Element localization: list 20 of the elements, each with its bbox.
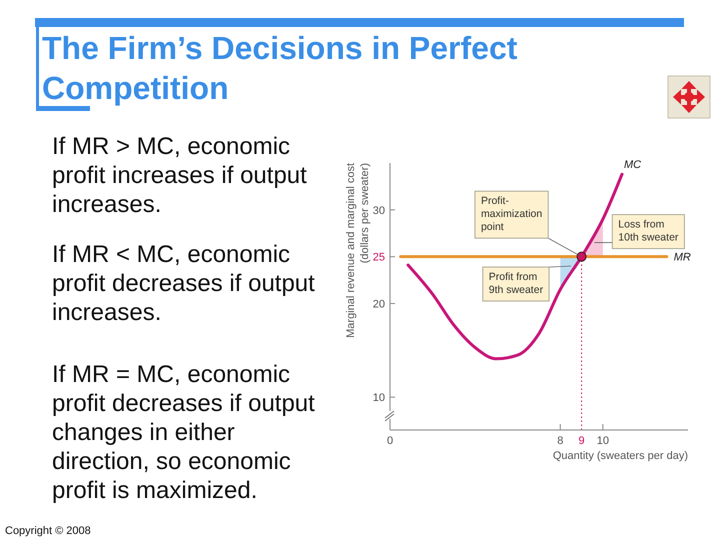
y-tick-label: 25: [372, 252, 385, 264]
x-tick-label: 0: [386, 435, 394, 447]
y-axis-title: Marginal revenue and marginal cost (dollars per sweater): [345, 163, 371, 338]
text: Copyright © 2008: [5, 525, 91, 537]
text: If MR < MC, economic profit decreases if output increases.: [52, 241, 316, 326]
x-tick-label: 8: [557, 435, 564, 447]
series-label: MC: [624, 159, 642, 172]
x-tick-label: 10: [596, 435, 609, 447]
y-tick-label: 30: [372, 204, 385, 217]
annotation: Loss from 10th sweater: [618, 218, 679, 244]
y-tick-label: 20: [372, 298, 385, 311]
x-axis-title: Quantity (sweaters per day): [552, 450, 688, 462]
annotation: Profit- maximization point: [480, 195, 542, 234]
series-label: MR: [674, 252, 691, 264]
y-tick-label: 10: [372, 392, 385, 404]
chart-title: The Firm’s Decisions in Perfect Competition: [42, 30, 518, 106]
annotation: Profit from 9th sweater: [488, 271, 544, 296]
text: If MR = MC, economic profit decreases if output changes in either direction, so economic profit is maximized.: [52, 361, 316, 504]
x-tick-label: 9: [578, 435, 585, 447]
text: If MR > MC, economic profit increases if output increases.: [52, 133, 308, 218]
